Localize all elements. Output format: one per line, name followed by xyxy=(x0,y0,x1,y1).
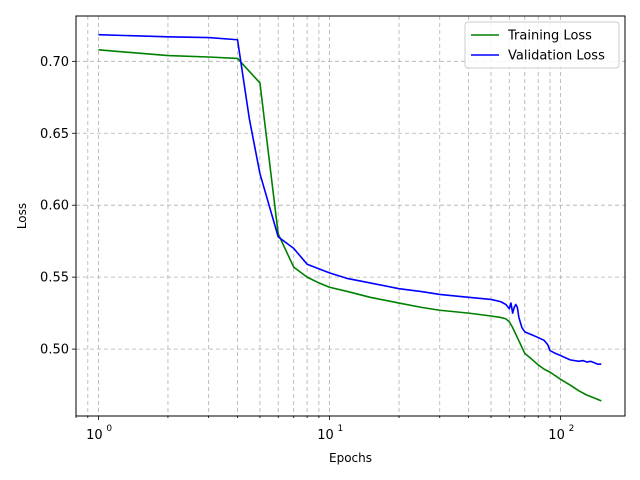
x-tick-label: 10 xyxy=(317,428,334,443)
legend-label-validation: Validation Loss xyxy=(508,49,605,64)
x-tick-label: 10 xyxy=(86,428,103,443)
y-tick-label: 0.65 xyxy=(40,127,69,142)
x-tick-exponent: 1 xyxy=(337,424,343,434)
x-tick-label: 10 xyxy=(548,428,565,443)
y-tick-label: 0.70 xyxy=(40,55,69,70)
legend-label-training: Training Loss xyxy=(507,29,592,44)
y-tick-label: 0.55 xyxy=(40,271,69,286)
x-axis-label: Epochs xyxy=(329,451,372,465)
training-loss-line xyxy=(98,49,602,402)
legend-box xyxy=(464,21,620,69)
x-tick-exponent: 2 xyxy=(569,424,575,434)
plot-series xyxy=(98,33,602,402)
axes-frame xyxy=(75,15,626,417)
x-tick-exponent: 0 xyxy=(106,424,112,434)
y-tick-label: 0.60 xyxy=(40,199,69,214)
validation-loss-line xyxy=(98,33,602,366)
grid-lines xyxy=(75,16,625,416)
y-axis-label: Loss xyxy=(15,203,29,229)
y-tick-label: 0.50 xyxy=(40,343,69,358)
legend: Training Loss Validation Loss xyxy=(464,21,620,69)
